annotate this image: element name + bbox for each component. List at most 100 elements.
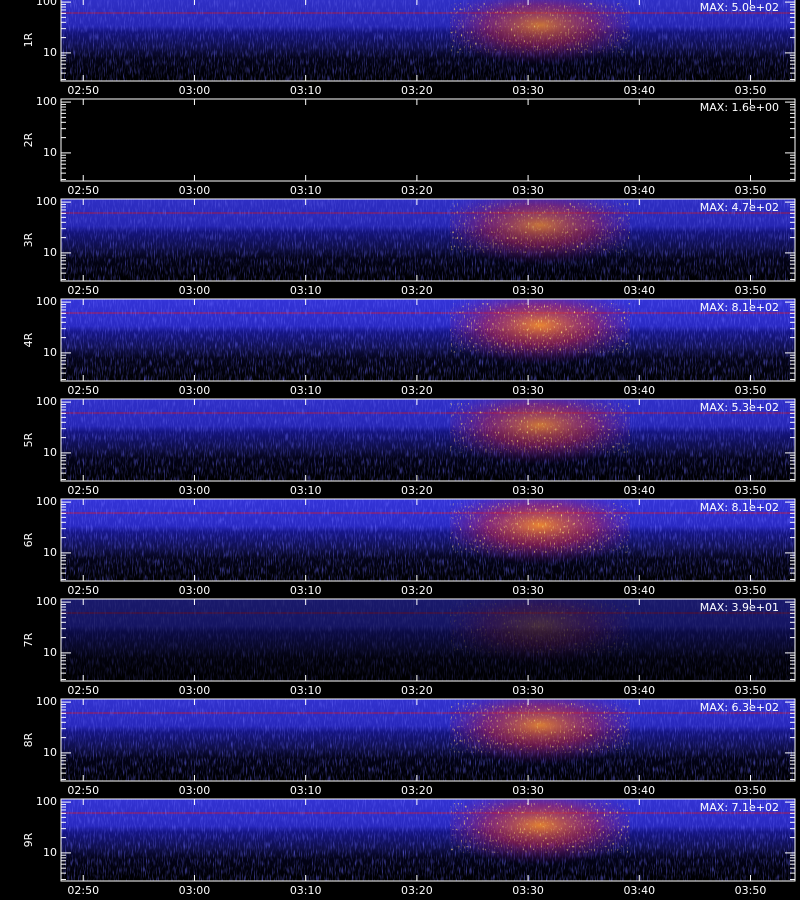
spectrogram [61,499,795,581]
y-tick-label: 100 [36,295,57,308]
x-tick-label: 03:40 [623,284,655,297]
max-label: MAX: 5.0e+02 [700,1,779,14]
spectrogram [61,0,795,81]
x-tick-label: 03:30 [512,584,544,597]
y-tick-label: 10 [43,846,57,859]
max-label: MAX: 5.3e+02 [700,401,779,414]
spectrogram-sparks [450,803,630,853]
panel: 10 100 02:50 03:00 03:10 03:20 03:30 03:40 03:50… [22,595,796,697]
x-tick-label: 03:50 [735,784,767,797]
x-tick-label: 03:30 [512,84,544,97]
y-tick-label: 10 [43,746,57,759]
spectrogram-noise [61,99,795,181]
x-tick-label: 03:30 [512,284,544,297]
y-axis-label: 1R [22,32,35,47]
spectrogram-sparks [450,603,630,653]
plot-frame [60,0,796,82]
y-axis-label: 4R [22,332,35,347]
panels: 10 100 02:50 03:00 03:10 03:20 03:30 03:40 03:50… [22,0,796,897]
spectrogram-noise [61,0,795,81]
y-tick-label: 100 [36,595,57,608]
y-tick-label: 100 [36,0,57,8]
x-tick-label: 03:10 [290,784,322,797]
y-tick-label: 10 [43,446,57,459]
plot-frame [60,98,796,182]
x-tick-label: 03:00 [179,784,211,797]
y-tick-label: 10 [43,246,57,259]
x-tick-label: 03:50 [735,84,767,97]
x-tick-label: 03:20 [401,684,433,697]
plot-frame [60,298,796,382]
spectrogram [61,299,795,381]
panel: 10 100 02:50 03:00 03:10 03:20 03:30 03:40 03:50… [22,0,796,97]
y-tick-label: 10 [43,546,57,559]
plot-frame [60,598,796,682]
x-tick-label: 03:10 [290,184,322,197]
max-label: MAX: 7.1e+02 [700,801,779,814]
x-tick-label: 02:50 [67,184,99,197]
x-tick-label: 03:20 [401,284,433,297]
x-tick-label: 03:00 [179,884,211,897]
y-axis-label: 8R [22,732,35,747]
y-tick-label: 10 [43,146,57,159]
x-tick-label: 02:50 [67,684,99,697]
x-tick-label: 03:30 [512,384,544,397]
y-axis-label: 3R [22,232,35,247]
x-tick-label: 03:50 [735,484,767,497]
x-tick-label: 03:10 [290,684,322,697]
y-tick-label: 10 [43,46,57,59]
max-label: MAX: 8.1e+02 [700,301,779,314]
x-tick-label: 03:00 [179,484,211,497]
x-tick-label: 03:30 [512,784,544,797]
x-tick-label: 03:40 [623,384,655,397]
spectrogram-sparks [450,403,630,453]
y-tick-label: 10 [43,346,57,359]
spectrogram [61,599,795,681]
x-tick-label: 03:20 [401,84,433,97]
y-axis-label: 7R [22,632,35,647]
y-tick-label: 100 [36,795,57,808]
y-tick-label: 100 [36,195,57,208]
spectrogram [61,799,795,881]
x-tick-label: 03:10 [290,484,322,497]
y-tick-label: 100 [36,695,57,708]
x-tick-label: 03:40 [623,784,655,797]
x-tick-label: 03:20 [401,484,433,497]
y-axis-label: 6R [22,532,35,547]
x-tick-label: 03:00 [179,84,211,97]
y-tick-label: 100 [36,495,57,508]
spectrogram [61,399,795,481]
plot-frame [60,698,796,782]
spectrogram-sparks [450,3,630,53]
spectrogram-noise [61,299,795,381]
max-label: MAX: 4.7e+02 [700,201,779,214]
spectrogram-noise [61,499,795,581]
y-tick-label: 10 [43,646,57,659]
x-tick-label: 03:00 [179,584,211,597]
spectrogram-noise [61,699,795,781]
spectrogram [61,199,795,281]
x-tick-label: 03:40 [623,884,655,897]
x-tick-label: 03:40 [623,684,655,697]
spectrogram-sparks [450,503,630,553]
max-label: MAX: 3.9e+01 [700,601,779,614]
y-axis-label: 9R [22,832,35,847]
x-tick-label: 03:00 [179,384,211,397]
x-tick-label: 02:50 [67,484,99,497]
x-tick-label: 03:10 [290,84,322,97]
plot-frame [60,398,796,482]
x-tick-label: 02:50 [67,584,99,597]
x-tick-label: 03:40 [623,84,655,97]
panel: 10 100 02:50 03:00 03:10 03:20 03:30 03:40 03:50… [22,295,796,397]
x-tick-label: 03:10 [290,384,322,397]
x-tick-label: 03:50 [735,884,767,897]
y-tick-label: 100 [36,95,57,108]
x-tick-label: 02:50 [67,784,99,797]
spectrogram-noise [61,599,795,681]
x-tick-label: 03:10 [290,884,322,897]
x-tick-label: 03:40 [623,484,655,497]
panel: 10 100 02:50 03:00 03:10 03:20 03:30 03:40 03:50… [22,95,796,197]
x-tick-label: 02:50 [67,84,99,97]
spectrogram-noise [61,799,795,881]
